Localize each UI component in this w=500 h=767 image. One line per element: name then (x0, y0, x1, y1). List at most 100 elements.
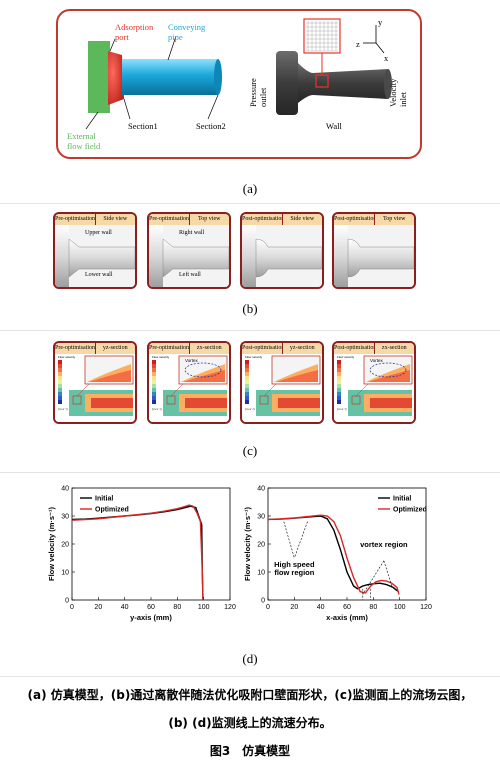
colorbar-swatch (245, 396, 249, 400)
colorbar-swatch (245, 360, 249, 364)
figure-caption-line2: (b) (d)监测线上的流速分布。 (168, 716, 332, 730)
y-tick-label: 10 (61, 570, 69, 577)
pipe-wall-shape (347, 238, 414, 278)
colorbar-swatch (58, 364, 62, 368)
colorbar-unit: (m·s⁻¹) (245, 407, 255, 411)
x-tick-label: 120 (420, 604, 432, 611)
colorbar-swatch (58, 380, 62, 384)
colorbar-title: Flow velocity (337, 355, 355, 359)
velocity-contour: Flow velocity (m·s⁻¹) (55, 354, 135, 422)
plot-frame (71, 487, 231, 601)
card-header-right: Top view (373, 214, 415, 225)
colorbar-swatch (152, 392, 156, 396)
wall-label: Wall (326, 121, 342, 131)
colorbar-swatch (337, 368, 341, 372)
caption-a: (a) (242, 181, 258, 196)
vortex-region-annotation: vortex region (360, 540, 408, 549)
external-flow-block (88, 41, 110, 113)
card-header-right: Side view (94, 214, 136, 225)
model-illustration (85, 18, 392, 130)
pipe-wall-shape (162, 238, 229, 278)
divider (0, 472, 500, 473)
caption-d: (d) (242, 651, 258, 666)
colorbar-swatch (58, 372, 62, 376)
grey-pipe-shape (298, 63, 388, 103)
adsorption-port-label: Adsorption port (115, 22, 154, 42)
colorbar-swatch (152, 396, 156, 400)
series-line-initial (267, 515, 399, 593)
card-header-left: Post-optimisation (242, 216, 282, 222)
y-tick-label: 0 (65, 598, 69, 605)
colorbar-swatch (337, 376, 341, 380)
pressure-outlet-label: Pressure outlet (248, 78, 268, 107)
contour-card: Pre-optimisation zx-section Flow velocity (… (147, 341, 231, 424)
caption-b: (b) (242, 301, 258, 316)
y-tick-label: 10 (257, 570, 265, 577)
high-speed-annotation: flow region (274, 568, 314, 577)
pipe-geometry-render (242, 225, 322, 287)
caption-c: (c) (242, 443, 258, 458)
colorbar-swatch (245, 388, 249, 392)
series-line-initial (71, 505, 204, 601)
velocity-contour: Flow velocity (m·s⁻¹) Vortex (334, 354, 414, 422)
card-header-right: zx-section (373, 343, 415, 354)
colorbar-swatch (337, 384, 341, 388)
card-header-left: Post-optimisation (334, 216, 374, 222)
y-tick-label: 20 (61, 542, 69, 549)
panel-a-frame: Adsorption port Conveying pipe External … (56, 9, 422, 159)
colorbar-swatch (337, 364, 341, 368)
geometry-card: Post-optimisation Top view (332, 212, 416, 289)
card-header-right: yz-section (94, 343, 136, 354)
colorbar-swatch (58, 388, 62, 392)
x-tick-label: 120 (224, 604, 236, 611)
x-tick-label: 40 (317, 604, 325, 611)
pipe-wall-shape (255, 238, 322, 278)
conveying-pipe-label: Conveying pipe (168, 22, 206, 42)
colorbar-swatch (337, 388, 341, 392)
conveying-pipe-shape (122, 59, 218, 95)
colorbar-swatch (152, 376, 156, 380)
colorbar-title: Flow velocity (245, 355, 263, 359)
y-tick-label: 40 (257, 486, 265, 493)
colorbar-swatch (58, 384, 62, 388)
colorbar-swatch (337, 360, 341, 364)
section1-label: Section1 (128, 121, 158, 131)
colorbar-swatch (245, 400, 249, 404)
colorbar-swatch (337, 396, 341, 400)
y-tick-label: 30 (257, 514, 265, 521)
pipe-wall-shape (68, 238, 135, 278)
colorbar-swatch (152, 372, 156, 376)
external-flow-field-label: External flow field (67, 131, 101, 151)
colorbar-swatch (337, 392, 341, 396)
card-header-right: yz-section (281, 343, 323, 354)
colorbar-swatch (245, 364, 249, 368)
vortex-label: Vortex (370, 358, 384, 363)
vortex-label: Vortex (185, 358, 199, 363)
x-axis-label: x-axis (mm) (326, 613, 368, 622)
legend-label: Initial (95, 496, 113, 503)
colorbar-swatch (152, 380, 156, 384)
divider (0, 676, 500, 677)
lower-wall-label: Lower wall (85, 272, 113, 278)
vortex-ellipse (184, 362, 222, 378)
card-header-left: Pre-optimisation (55, 216, 95, 222)
upper-wall-label: Upper wall (85, 230, 112, 236)
colorbar-swatch (245, 380, 249, 384)
figure-title: 图3 仿真模型 (209, 744, 291, 758)
x-tick-label: 40 (121, 604, 129, 611)
colorbar-swatch (152, 368, 156, 372)
y-axis-label: Flow velocity (m·s⁻¹) (47, 507, 56, 581)
colorbar-title: Flow velocity (58, 355, 76, 359)
series-line-optimized (71, 504, 204, 601)
outlet-flange-shape (276, 51, 298, 115)
x-axis-label: y-axis (mm) (130, 613, 172, 622)
x-tick-label: 20 (94, 604, 102, 611)
section2-label: Section2 (196, 121, 226, 131)
pipe-geometry-render (55, 225, 135, 287)
flange-face (149, 225, 163, 287)
x-tick-label: 60 (343, 604, 351, 611)
axis-y-label: y (378, 17, 383, 27)
x-tick-label: 80 (173, 604, 181, 611)
